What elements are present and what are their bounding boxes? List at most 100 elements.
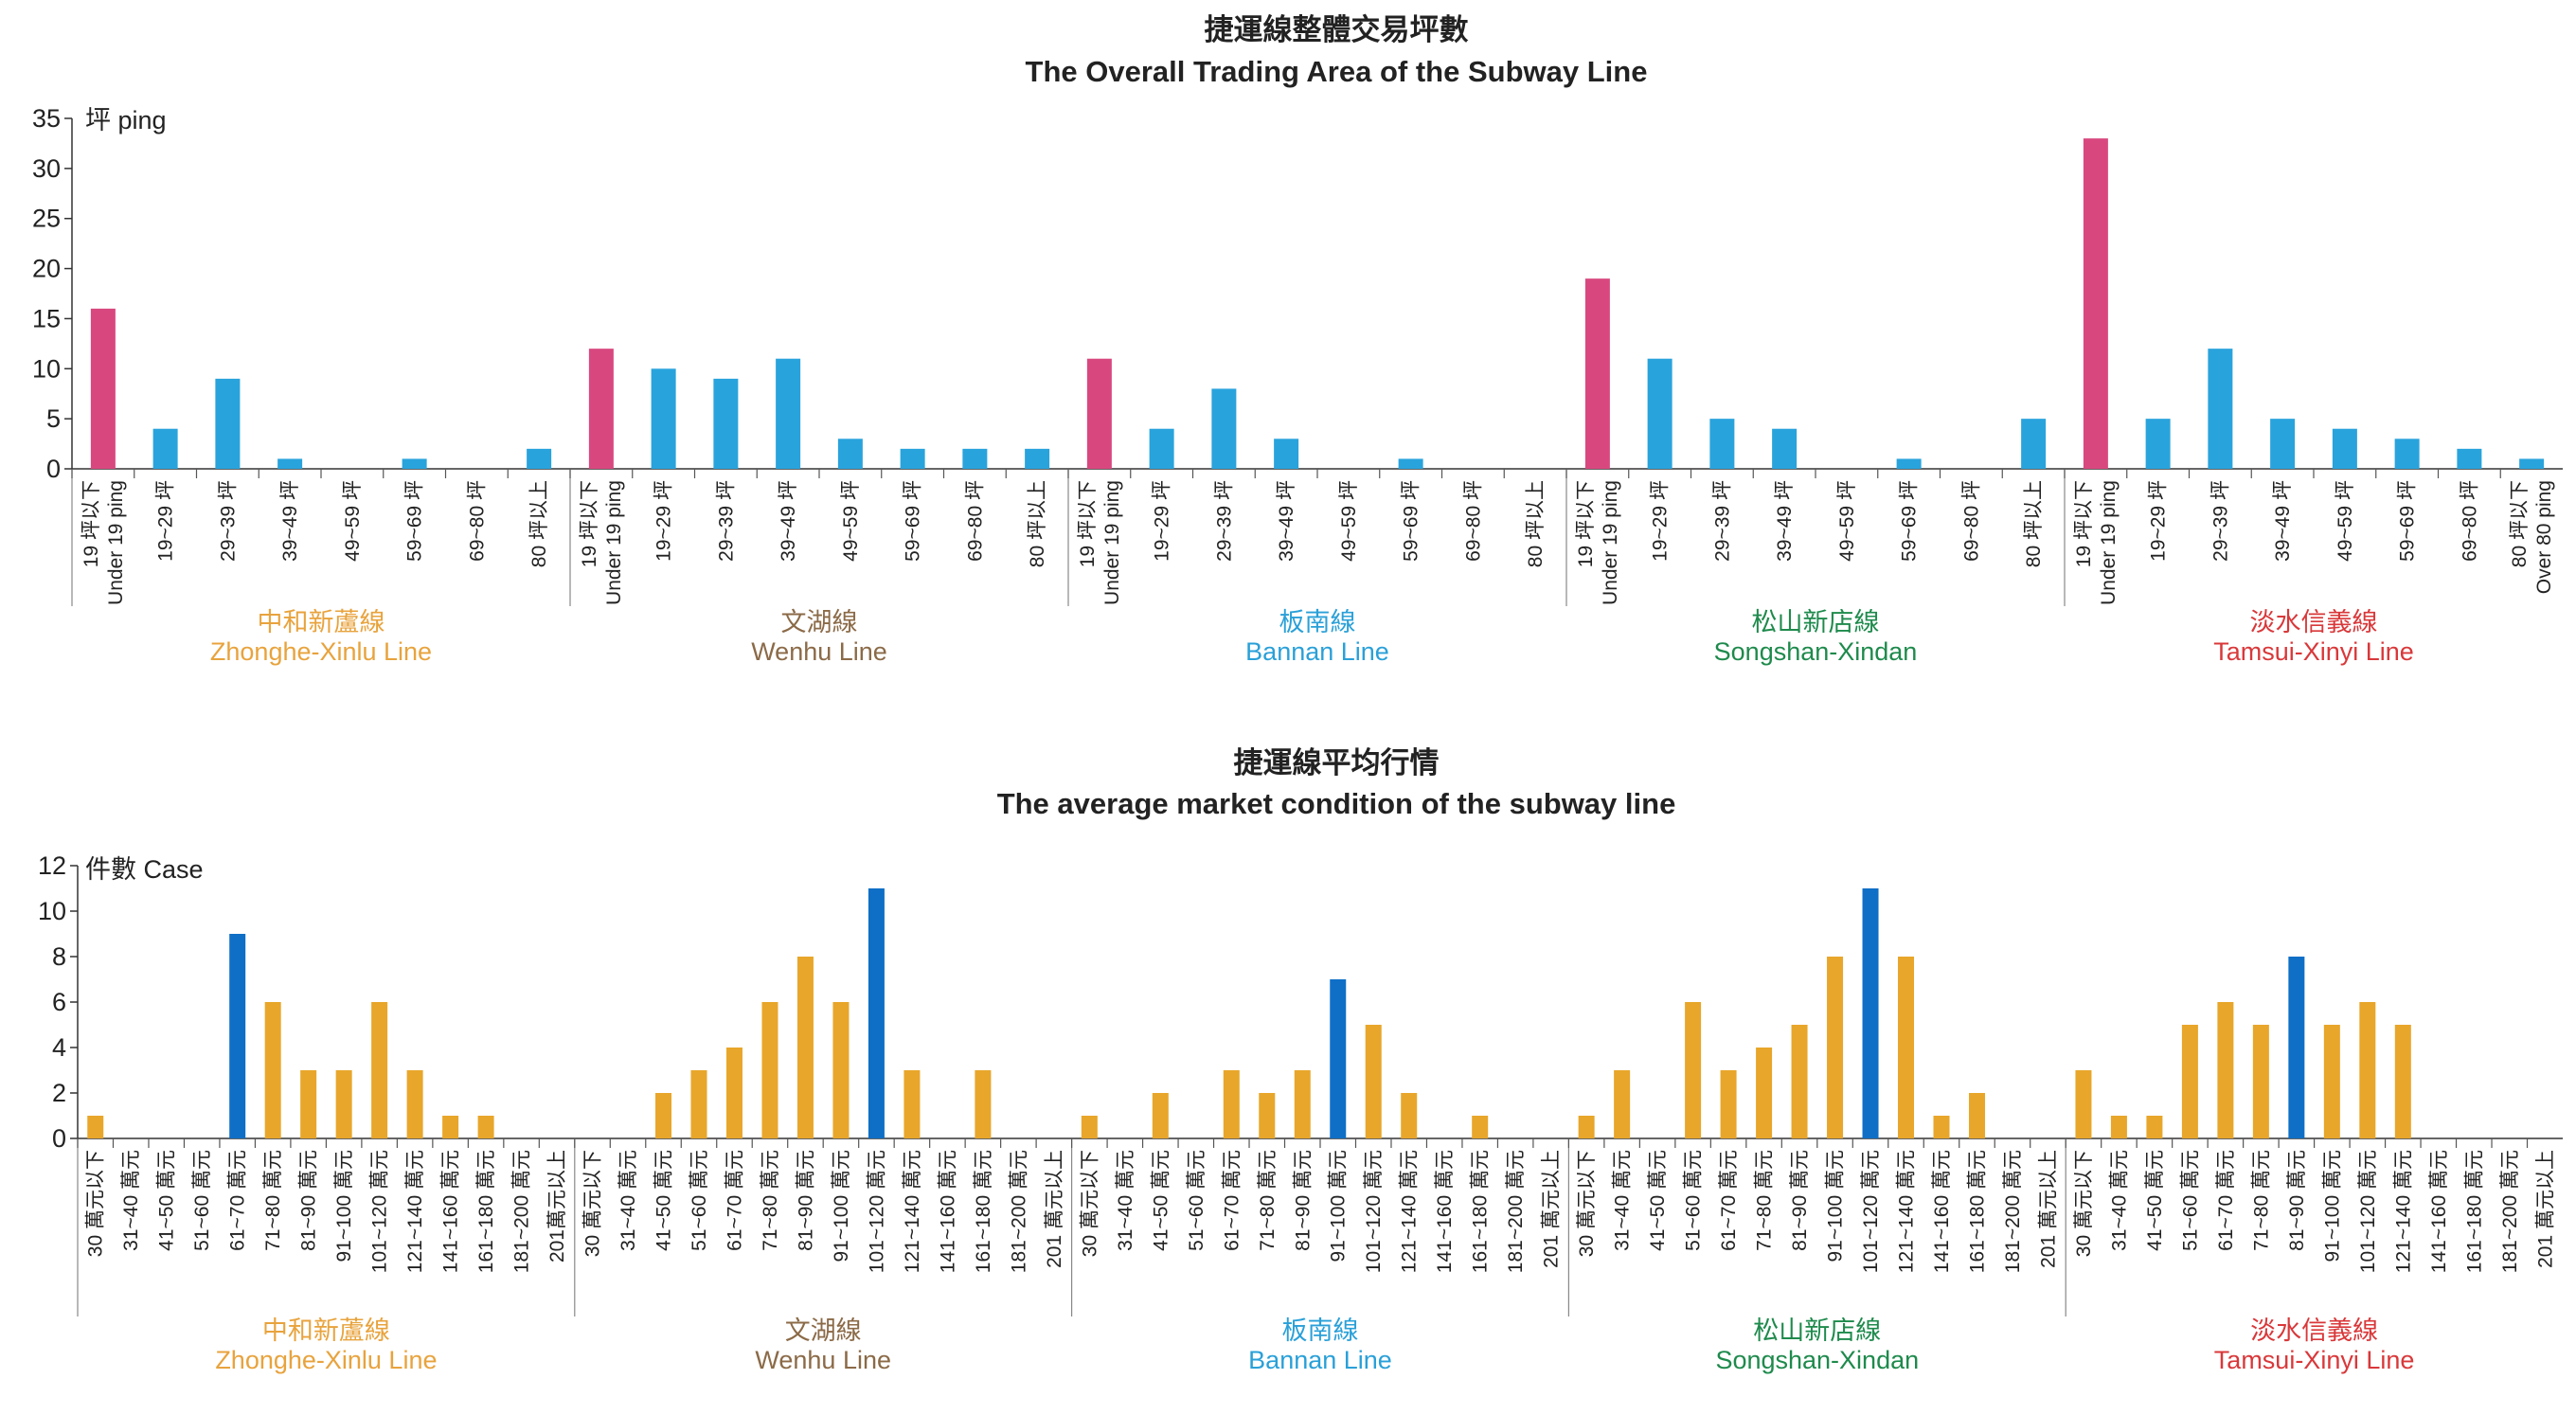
bar [796, 957, 814, 1138]
x-tick-label: 101~120 萬元 [1860, 1150, 1882, 1273]
bar [2252, 1025, 2269, 1138]
x-tick-label: 49~59 坪 [342, 480, 364, 562]
x-tick-label: 101~120 萬元 [1363, 1150, 1385, 1273]
bar [2083, 138, 2108, 469]
bar [1791, 1025, 1808, 1138]
x-tick-label: 141~160 萬元 [2428, 1150, 2450, 1273]
x-tick-label: 121~140 萬元 [1399, 1150, 1421, 1273]
x-tick-label: 41~50 萬元 [2144, 1150, 2166, 1251]
bar [2208, 349, 2233, 469]
bar [1933, 1116, 1950, 1138]
bar [2519, 458, 2545, 469]
x-tick-label: 201 萬元以上 [2037, 1150, 2059, 1268]
bar [1756, 1048, 1773, 1138]
x-tick-label: 91~100 萬元 [1825, 1150, 1847, 1263]
x-tick-label: 59~69 坪 [2397, 480, 2419, 562]
x-tick-label: Under 19 ping [1600, 480, 1621, 605]
bar [1401, 1093, 1418, 1138]
bar [1152, 1093, 1169, 1138]
bar [264, 1002, 281, 1138]
bar [713, 378, 739, 469]
bar [442, 1116, 459, 1138]
bar [2270, 419, 2296, 469]
bar [900, 448, 925, 469]
bar [1149, 428, 1174, 469]
x-tick-label: 161~180 萬元 [2463, 1150, 2485, 1273]
x-tick-label: 30 萬元以下 [2073, 1150, 2095, 1257]
x-tick-label: 49~59 坪 [840, 480, 862, 562]
bar [1365, 1025, 1382, 1138]
bar [2146, 1116, 2163, 1138]
x-tick-label: 59~69 坪 [903, 480, 924, 562]
x-tick-label: Under 19 ping [603, 480, 625, 605]
bar [152, 428, 178, 469]
x-tick-label: 19~29 坪 [653, 480, 675, 562]
x-tick-label: 19 坪以下 [1077, 480, 1099, 567]
bar [1709, 419, 1735, 469]
bar [1772, 428, 1798, 469]
chart1-title: 捷運線整體交易坪數 [1205, 13, 1469, 46]
x-tick-label: 59~69 坪 [1401, 480, 1422, 562]
bar [1685, 1002, 1702, 1138]
y-tick-label: 5 [46, 404, 61, 433]
x-tick-label: 19 坪以下 [579, 480, 600, 567]
line-name-en: Wenhu Line [751, 637, 887, 666]
x-tick-label: 91~100 萬元 [333, 1150, 355, 1263]
x-tick-label: 61~70 萬元 [1718, 1150, 1740, 1251]
bar [477, 1116, 494, 1138]
bar [2288, 957, 2305, 1138]
x-tick-label: 161~180 萬元 [973, 1150, 994, 1273]
x-tick-label: 51~60 萬元 [1186, 1150, 1208, 1251]
line-name-en: Zhonghe-Xinlu Line [210, 637, 432, 666]
x-tick-label: 19 坪以下 [2073, 480, 2095, 567]
line-name-zh: 松山新店線 [1752, 608, 1880, 636]
y-tick-label: 15 [32, 304, 61, 332]
bar [903, 1070, 921, 1138]
line-name-en: Tamsui-Xinyi Line [2214, 1346, 2415, 1374]
x-tick-label: 39~49 坪 [778, 480, 799, 562]
bar [1330, 979, 1347, 1138]
bar [1211, 388, 1237, 469]
x-tick-label: 30 萬元以下 [85, 1150, 107, 1257]
bar [1614, 1070, 1631, 1138]
x-tick-label: 121~140 萬元 [902, 1150, 923, 1273]
x-tick-label: 80 坪以上 [2023, 480, 2045, 567]
x-tick-label: 39~49 坪 [279, 480, 301, 562]
bar [215, 378, 241, 469]
bar [837, 439, 863, 469]
line-name-en: Wenhu Line [755, 1346, 891, 1374]
bar [725, 1048, 742, 1138]
y-tick-label: 10 [38, 897, 66, 925]
bar [690, 1070, 707, 1138]
bar [2217, 1002, 2234, 1138]
bar [2394, 1025, 2411, 1138]
x-tick-label: 49~59 坪 [1836, 480, 1858, 562]
y-tick-label: 35 [32, 104, 61, 133]
bar [2332, 428, 2357, 469]
x-tick-label: 71~80 萬元 [262, 1150, 284, 1251]
x-tick-label: 51~60 萬元 [689, 1150, 710, 1251]
x-tick-label: Over 80 ping [2533, 480, 2555, 594]
y-tick-label: 30 [32, 154, 61, 183]
x-tick-label: 61~70 萬元 [227, 1150, 249, 1251]
x-tick-label: 81~90 萬元 [298, 1150, 320, 1251]
bar [87, 1116, 104, 1138]
bar [402, 458, 427, 469]
x-tick-label: 49~59 坪 [1338, 480, 1360, 562]
x-tick-label: 81~90 萬元 [1292, 1150, 1314, 1251]
y-tick-label: 20 [32, 255, 61, 283]
y-tick-label: 8 [52, 942, 66, 971]
bar [1223, 1070, 1240, 1138]
bar [2394, 439, 2420, 469]
x-tick-label: 51~60 萬元 [1683, 1150, 1705, 1251]
x-tick-label: 81~90 萬元 [795, 1150, 816, 1251]
bar [2110, 1116, 2127, 1138]
y-tick-label: 6 [52, 988, 66, 1016]
bar [1274, 439, 1299, 469]
bar [1578, 1116, 1595, 1138]
x-tick-label: 181~200 萬元 [1505, 1150, 1527, 1273]
x-tick-label: Under 19 ping [1101, 480, 1123, 605]
bar [1827, 957, 1844, 1138]
